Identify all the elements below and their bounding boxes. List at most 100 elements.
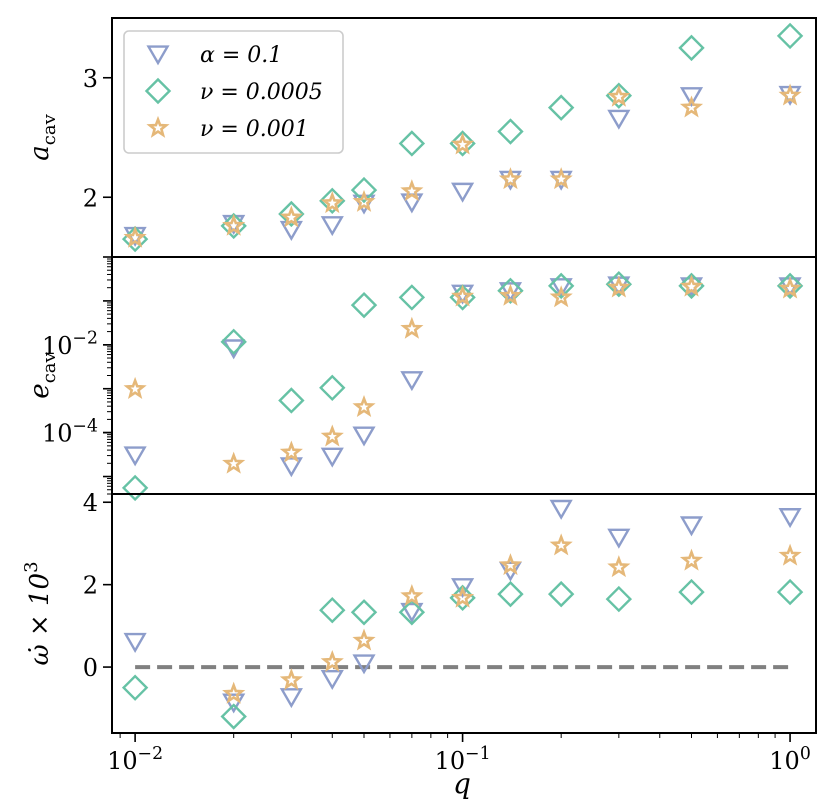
marker-a-cav-nu-0005-10	[678, 34, 705, 62]
marker-omega-dot-alpha-6	[451, 578, 475, 599]
series-e-cav-alpha	[123, 276, 802, 478]
marker-a-cav-nu-001-10	[679, 95, 704, 118]
marker-omega-dot-alpha-5	[400, 602, 424, 623]
marker-e-cav-nu-0005-9	[605, 271, 633, 298]
marker-omega-dot-alpha-0	[123, 632, 147, 653]
y-tick-label-e-cav-1: 10−4	[42, 417, 98, 448]
y-axis-label-omega-dot-main: ω̇ × 10	[25, 573, 55, 666]
legend-marker-nu-0005	[144, 77, 172, 105]
y-axis-label-a-cav-main: a	[25, 145, 55, 161]
marker-e-cav-nu-001-6	[451, 284, 475, 307]
y-tick-label-a-cav-1: 3	[83, 65, 98, 93]
marker-omega-dot-nu-001-10	[679, 548, 704, 571]
marker-a-cav-alpha-9	[607, 109, 631, 130]
marker-e-cav-nu-0005-4	[350, 291, 378, 319]
marker-e-cav-nu-001-3	[320, 424, 344, 447]
marker-omega-dot-nu-0005-9	[605, 585, 633, 613]
legend-label-nu-0005: ν = 0.0005	[200, 80, 323, 105]
marker-e-cav-alpha-3	[320, 447, 344, 468]
marker-a-cav-nu-0005-5	[398, 130, 426, 157]
y-tick-label-a-cav-0: 2	[83, 184, 98, 212]
series-omega-dot-nu-001	[222, 533, 802, 704]
marker-e-cav-nu-0005-2	[278, 387, 305, 414]
marker-a-cav-nu-001-11	[778, 83, 802, 106]
x-axis-label: q	[453, 767, 471, 800]
marker-a-cav-nu-0005-6	[449, 130, 476, 157]
marker-omega-dot-nu-001-11	[778, 543, 802, 566]
x-tick-label-2-exp: 0	[800, 744, 811, 764]
marker-omega-dot-nu-0005-0	[121, 674, 149, 701]
y-tick-label-e-cav-0-base: 10	[42, 332, 73, 360]
marker-e-cav-alpha-2	[279, 457, 303, 478]
panel-omega-dot: 0 2 4 ω̇ × 103	[21, 489, 804, 730]
x-tick-label-0: 10−2	[107, 744, 163, 775]
marker-e-cav-nu-0005-0	[121, 474, 149, 502]
marker-a-cav-nu-001-3	[320, 191, 344, 214]
x-tick-label-1: 10−1	[435, 744, 491, 775]
marker-e-cav-nu-001-5	[400, 316, 424, 339]
marker-a-cav-alpha-5	[400, 193, 424, 214]
marker-a-cav-nu-0005-3	[319, 187, 346, 215]
marker-e-cav-nu-0005-5	[398, 284, 426, 311]
y-tick-label-e-cav-1-base: 10	[42, 420, 73, 448]
panel-a-cav: 2 3 acav	[25, 22, 804, 253]
y-tick-label-omega-dot-0: 0	[83, 654, 98, 682]
marker-omega-dot-nu-0005-10	[678, 578, 705, 606]
marker-a-cav-nu-0005-4	[350, 176, 378, 204]
marker-e-cav-nu-001-2	[279, 440, 303, 463]
marker-omega-dot-nu-0005-8	[547, 580, 575, 608]
marker-e-cav-alpha-0	[123, 446, 147, 467]
marker-e-cav-alpha-7	[498, 282, 523, 303]
legend-marker-nu-001	[146, 115, 170, 138]
marker-a-cav-nu-0005-11	[776, 22, 804, 50]
y-tick-label-omega-dot-1: 2	[83, 572, 98, 600]
x-tick-label-1-base: 10	[435, 747, 466, 775]
marker-omega-dot-nu-001-2	[279, 668, 303, 691]
marker-a-cav-nu-001-7	[498, 167, 523, 190]
marker-omega-dot-alpha-2	[279, 688, 303, 709]
marker-e-cav-nu-001-1	[222, 451, 246, 474]
marker-omega-dot-alpha-4	[352, 654, 376, 675]
y-axis-label-e-cav-main: e	[25, 383, 55, 398]
marker-a-cav-nu-0005-9	[605, 82, 633, 109]
marker-a-cav-alpha-10	[679, 87, 704, 108]
y-axis-label-e-cav-sub: cav	[39, 351, 60, 383]
marker-omega-dot-nu-0005-11	[776, 578, 804, 606]
marker-e-cav-nu-0005-3	[319, 374, 346, 401]
y-axis-label-omega-dot: ω̇ × 103	[21, 561, 55, 665]
marker-omega-dot-nu-001-1	[222, 681, 246, 704]
marker-omega-dot-nu-001-4	[352, 628, 376, 651]
marker-a-cav-alpha-3	[320, 216, 344, 237]
series-omega-dot-nu-0005	[121, 578, 804, 730]
marker-a-cav-nu-0005-7	[497, 118, 524, 145]
y-axis-label-a-cav-sub: cav	[39, 113, 60, 145]
legend-label-alpha: α = 0.1	[200, 43, 282, 68]
marker-a-cav-nu-001-8	[549, 167, 573, 190]
marker-e-cav-alpha-5	[400, 371, 424, 392]
series-omega-dot-alpha	[123, 499, 802, 714]
legend: α = 0.1 ν = 0.0005 ν = 0.001	[123, 30, 344, 154]
marker-omega-dot-alpha-1	[222, 693, 246, 714]
marker-a-cav-nu-001-6	[451, 132, 475, 155]
marker-e-cav-nu-001-9	[607, 275, 631, 298]
marker-omega-dot-nu-0005-5	[398, 599, 426, 626]
marker-omega-dot-nu-0005-4	[350, 599, 378, 626]
marker-omega-dot-nu-0005-7	[497, 580, 524, 608]
marker-a-cav-nu-001-2	[279, 205, 303, 228]
marker-e-cav-nu-001-8	[549, 285, 573, 308]
marker-omega-dot-nu-001-6	[451, 585, 475, 608]
y-axis-label-e-cav: ecav	[25, 351, 60, 398]
marker-omega-dot-nu-0005-1	[220, 703, 247, 730]
x-tick-label-2: 100	[769, 744, 811, 775]
marker-a-cav-alpha-6	[451, 182, 475, 203]
marker-a-cav-nu-001-0	[123, 225, 147, 248]
marker-a-cav-nu-0005-2	[278, 200, 305, 228]
marker-omega-dot-nu-001-3	[320, 649, 344, 672]
marker-e-cav-nu-001-7	[498, 283, 523, 306]
marker-a-cav-nu-001-1	[222, 213, 246, 236]
marker-omega-dot-alpha-11	[778, 508, 802, 529]
legend-label-nu-001: ν = 0.001	[200, 117, 309, 142]
